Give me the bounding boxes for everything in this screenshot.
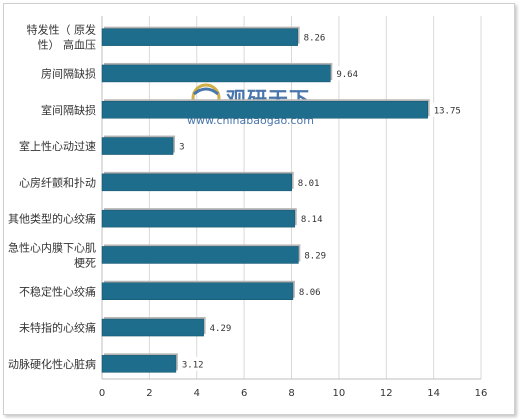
value-label: 3 <box>179 143 184 153</box>
x-tick-labels: 0 2 4 6 8 10 12 14 16 <box>99 388 488 399</box>
bar <box>101 28 298 46</box>
value-label-box <box>299 30 333 45</box>
value-label-box <box>293 175 327 190</box>
category-labels: 特发性（ 原发性） 高血压房间隔缺损室间隔缺损室上性心动过速心房纤颤和扑动其他类… <box>8 23 96 371</box>
value-label: 8.01 <box>298 179 320 189</box>
value-label: 8.26 <box>304 34 326 44</box>
bar <box>101 173 292 192</box>
bar <box>101 137 174 155</box>
category-label: 室上性心动过速 <box>19 139 96 153</box>
category-label: 特发性（ 原发 <box>27 23 97 37</box>
value-label-box <box>300 247 334 262</box>
bar <box>101 318 204 337</box>
bars <box>101 26 430 373</box>
category-label: 性） 高血压 <box>38 38 97 52</box>
x-tick-label: 10 <box>333 388 346 399</box>
category-label: 不稳定性心绞痛 <box>19 284 96 298</box>
bar <box>101 355 177 373</box>
value-label: 8.06 <box>299 288 321 298</box>
value-label: 3.12 <box>182 360 204 370</box>
category-label: 急性心内膜下心肌 <box>8 240 96 254</box>
value-label-box <box>205 320 239 335</box>
chart-frame: 观研天下 www.chinabaogao.com 8.26 9.64 13.75 3 8… <box>3 3 515 415</box>
value-label: 9.64 <box>336 70 358 80</box>
category-label: 室间隔缺损 <box>41 103 96 117</box>
x-tick-label: 4 <box>194 388 200 399</box>
category-label: 动脉硬化性心脏病 <box>8 357 96 371</box>
value-label-box <box>332 66 366 81</box>
x-tick-label: 12 <box>380 388 393 399</box>
bar <box>101 101 428 119</box>
x-tick-label: 2 <box>146 388 152 399</box>
x-tick-label: 16 <box>475 388 488 399</box>
x-tick-label: 0 <box>99 388 105 399</box>
bar <box>101 282 294 300</box>
category-label: 梗死 <box>74 255 96 269</box>
value-label-box <box>296 211 330 226</box>
value-label: 8.29 <box>304 251 326 261</box>
value-label-box <box>429 102 469 117</box>
value-label-box <box>294 284 328 299</box>
category-label: 未特指的心绞痛 <box>19 321 96 335</box>
category-label: 心房纤颤和扑动 <box>19 175 96 189</box>
value-label: 13.75 <box>434 106 461 116</box>
value-label-box <box>177 356 211 371</box>
x-tick-label: 14 <box>427 388 440 399</box>
bar-chart: 观研天下 www.chinabaogao.com 8.269.6413.7538… <box>8 16 488 399</box>
bar <box>101 246 299 264</box>
value-label: 8.14 <box>301 215 323 225</box>
x-tick-label: 6 <box>241 388 247 399</box>
x-tick-label: 8 <box>288 388 294 399</box>
category-label: 其他类型的心绞痛 <box>8 212 96 226</box>
value-label: 4.29 <box>210 324 232 334</box>
value-labels: 8.26 9.64 13.75 3 8.01 8.14 8.29 8.06 4.29 3.12 <box>175 30 469 371</box>
bar <box>101 64 331 83</box>
value-label-box <box>175 139 190 154</box>
category-label: 房间隔缺损 <box>41 66 96 80</box>
bar <box>101 209 296 228</box>
